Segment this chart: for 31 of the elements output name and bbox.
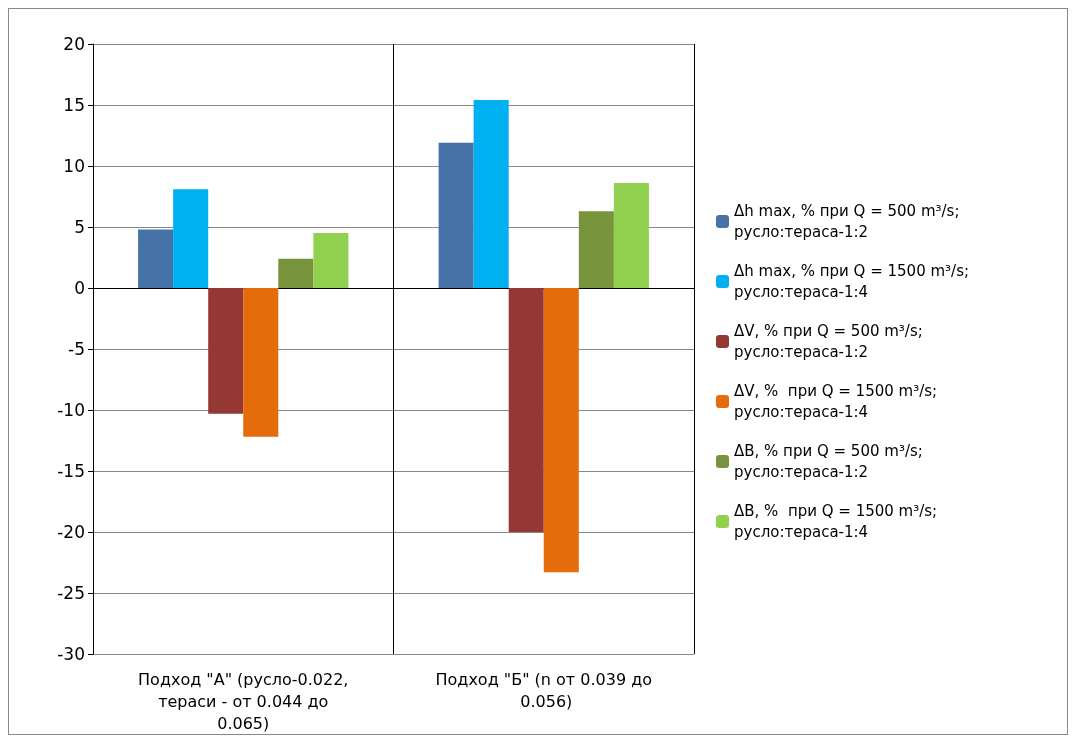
x-tick-label: Подход "А" (русло-0.022, тераси - от 0.044 до 0.065)	[138, 669, 349, 733]
bar	[138, 229, 174, 288]
bar	[613, 183, 649, 288]
y-tick-label: -10	[57, 400, 85, 420]
legend-label: ΔV, % при Q = 1500 m³/s; русло:тераса-1:4	[734, 382, 942, 421]
bar	[508, 288, 544, 532]
y-tick-label: 20	[63, 34, 85, 54]
bar	[578, 211, 614, 288]
bar	[208, 288, 244, 414]
bar	[243, 288, 279, 437]
legend-label: ΔB, % при Q = 500 m³/s; русло:тераса-1:2	[734, 442, 928, 481]
y-tick-label: -30	[57, 644, 85, 664]
legend-label: Δh max, % при Q = 500 m³/s; русло:тераса-1:2	[734, 202, 965, 241]
bar	[473, 100, 509, 288]
y-tick-label: 0	[74, 278, 85, 298]
y-tick-label: 5	[74, 217, 85, 237]
y-tick-label: -20	[57, 522, 85, 542]
y-tick-label: 10	[63, 156, 85, 176]
bar	[543, 288, 579, 573]
y-tick-label: -5	[68, 339, 85, 359]
bar	[313, 233, 349, 288]
y-tick-label: -15	[57, 461, 85, 481]
y-tick-label: 15	[63, 95, 85, 115]
legend-label: ΔV, % при Q = 500 m³/s; русло:тераса-1:2	[734, 322, 928, 361]
x-tick-label: Подход "Б" (n от 0.039 до 0.056)	[435, 669, 652, 711]
legend-label: ΔB, % при Q = 1500 m³/s; русло:тераса-1:4	[734, 502, 942, 541]
legend-label: Δh max, % при Q = 1500 m³/s; русло:тераса-1:4	[734, 262, 974, 301]
bar	[438, 142, 474, 288]
bar	[278, 258, 314, 288]
bar	[173, 189, 209, 288]
y-tick-label: -25	[57, 583, 85, 603]
